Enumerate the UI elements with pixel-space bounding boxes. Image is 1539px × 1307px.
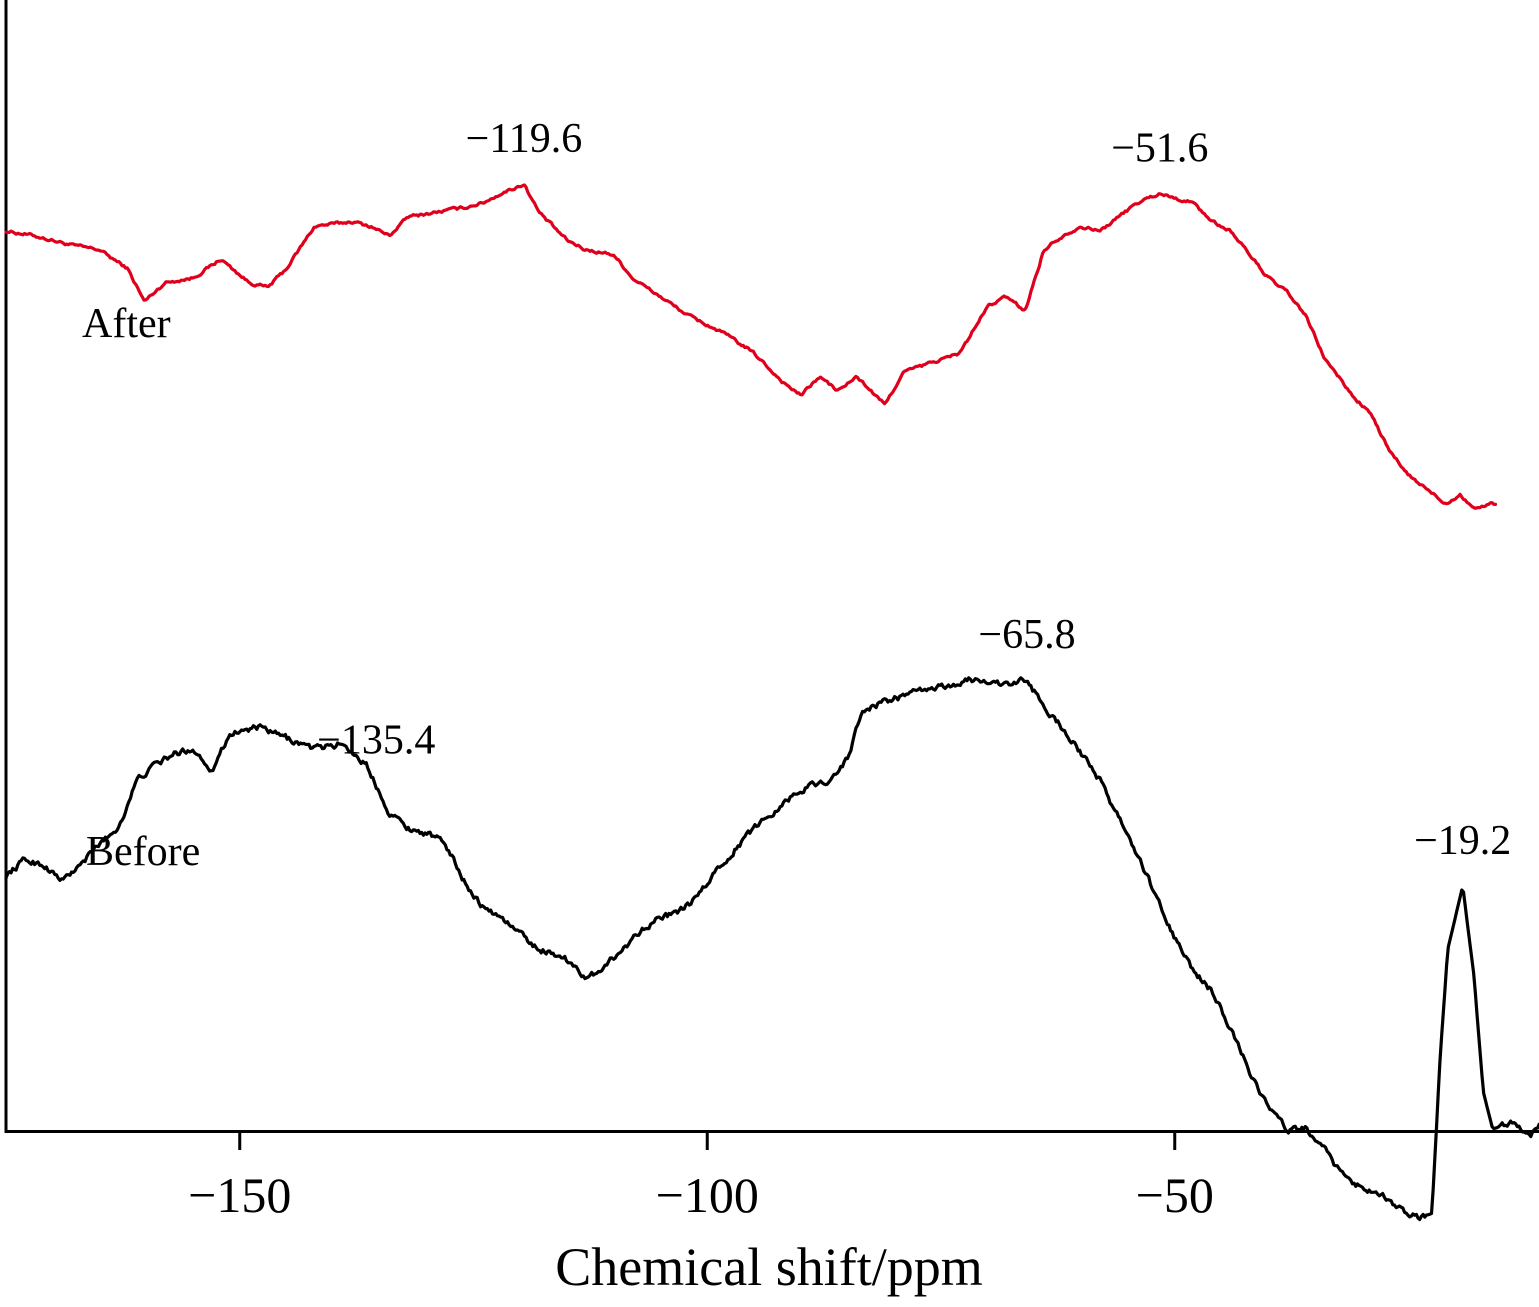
series-label-before: Before xyxy=(86,829,200,875)
peak-label: −51.6 xyxy=(1111,125,1208,171)
series-line-after xyxy=(4,183,1498,510)
peak-annotations: −119.6 −51.6 −135.4 −65.8 −19.2 xyxy=(317,116,1511,864)
x-tick-label: −150 xyxy=(188,1167,291,1223)
peak-label: −19.2 xyxy=(1414,818,1511,864)
peak-label: −135.4 xyxy=(317,718,435,764)
x-tick-label: −50 xyxy=(1136,1167,1214,1223)
peak-label: −119.6 xyxy=(466,116,583,162)
series-label-after: After xyxy=(82,301,171,347)
x-axis-title: Chemical shift/ppm xyxy=(555,1237,982,1297)
series-labels: After Before xyxy=(82,301,200,875)
x-axis-ticks: −150 −100 −50 xyxy=(188,1131,1214,1223)
x-tick-label: −100 xyxy=(656,1167,759,1223)
peak-label: −65.8 xyxy=(978,612,1075,658)
series-line-before xyxy=(4,676,1539,1222)
spectrum-traces xyxy=(4,183,1539,1222)
